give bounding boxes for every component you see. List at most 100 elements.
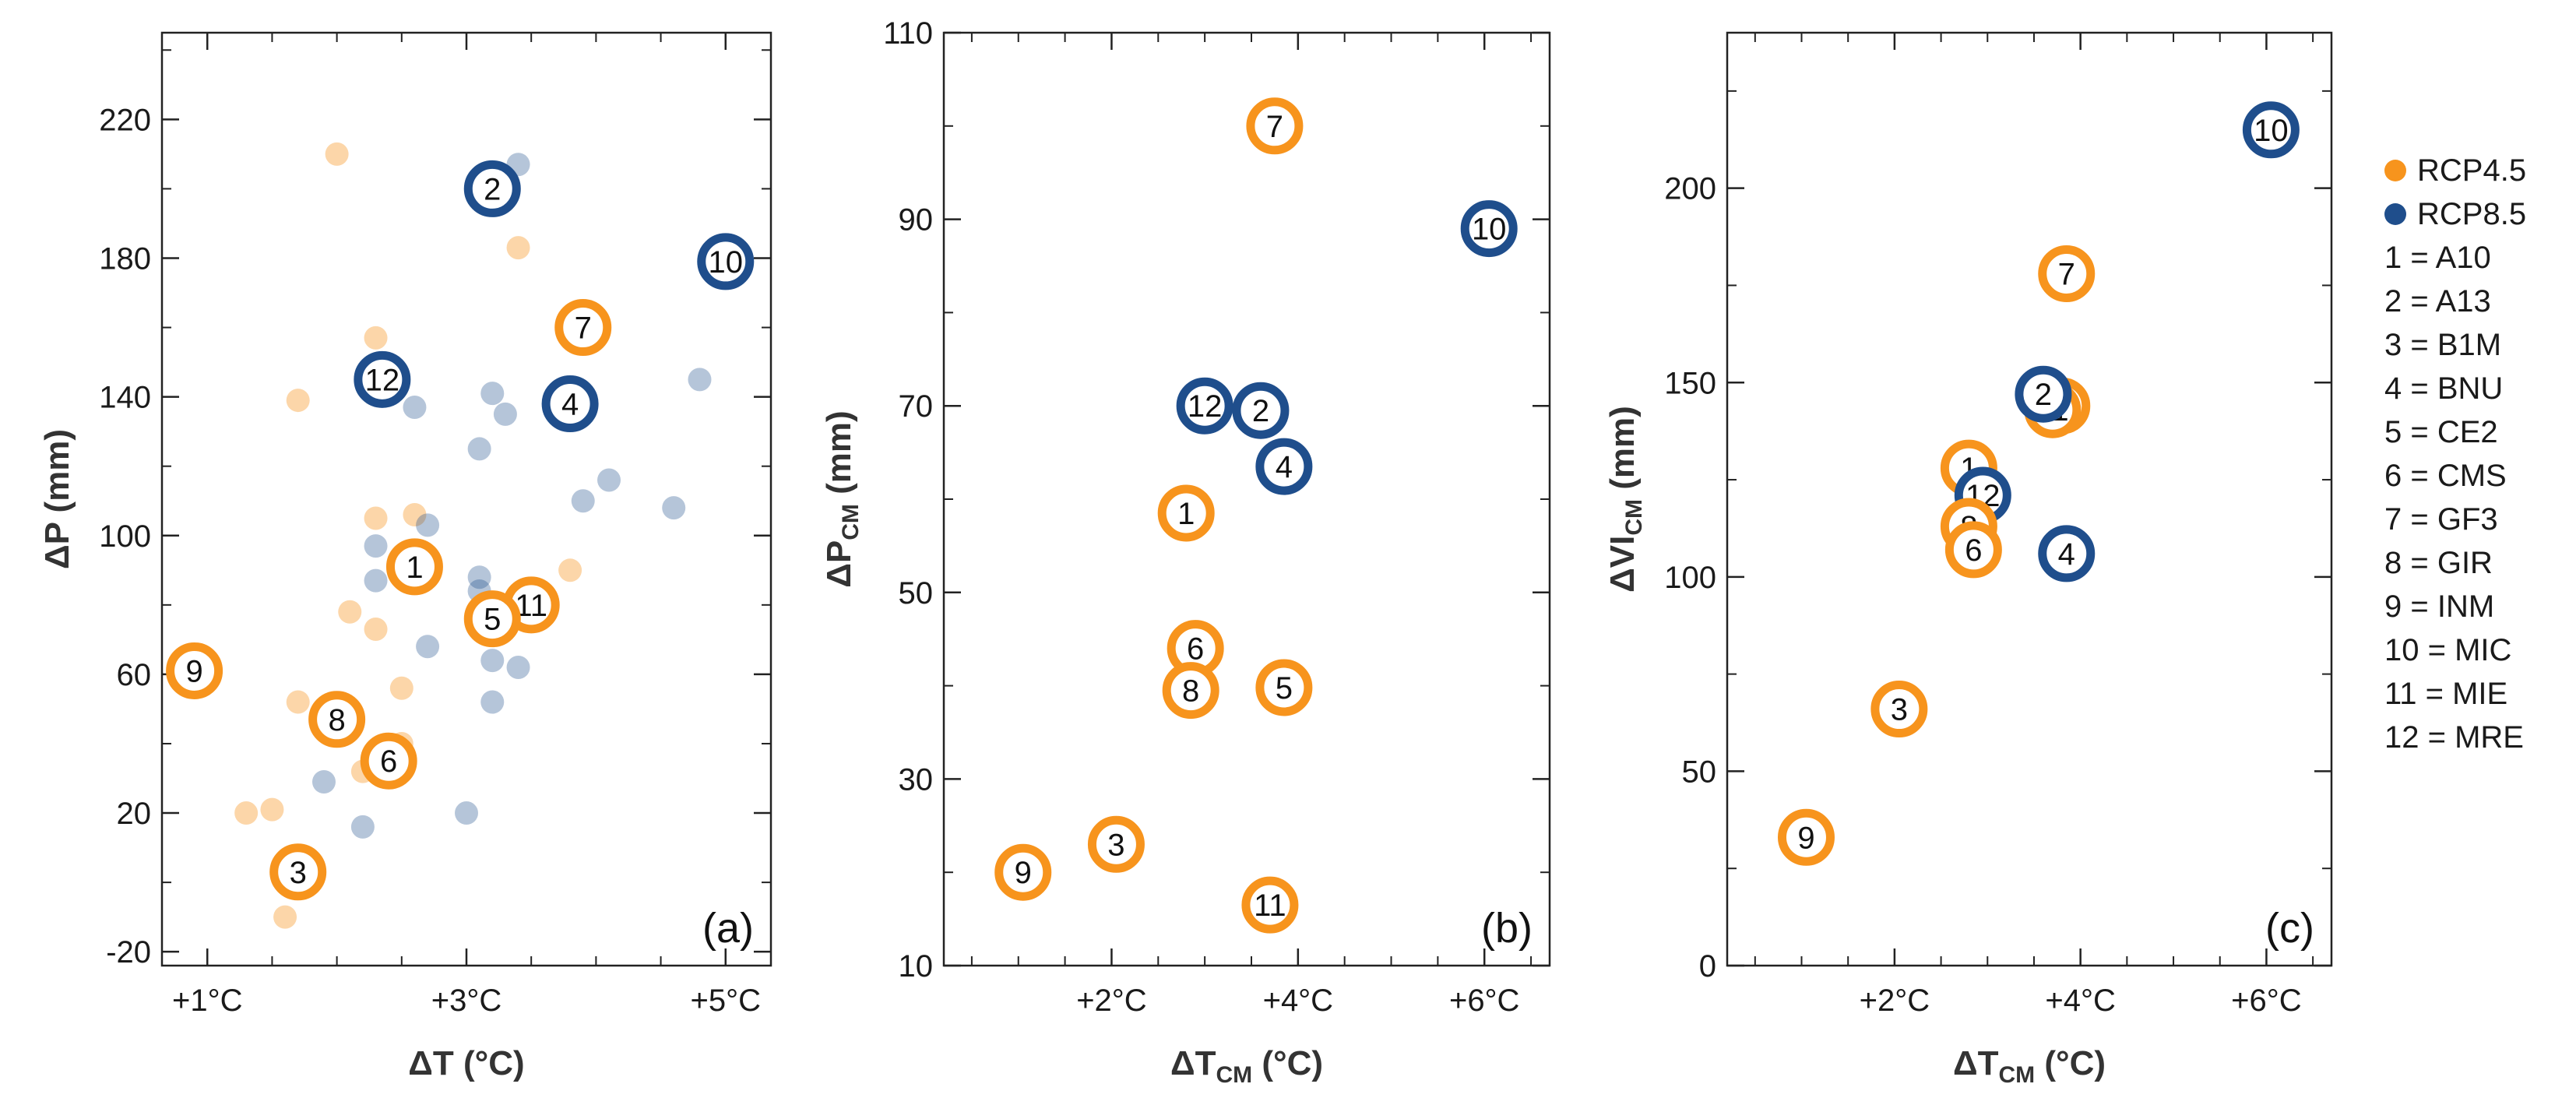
marker-ring	[385, 538, 443, 596]
panel-letter: (c)	[2265, 905, 2314, 952]
marker-label: 4	[561, 388, 579, 422]
faded-point-rcp85	[597, 468, 621, 492]
faded-point-rcp45	[260, 797, 284, 822]
y-tick-label: 90	[899, 203, 934, 238]
faded-point-rcp85	[506, 655, 530, 679]
marker-ring	[2038, 525, 2096, 582]
plot-frame	[1726, 31, 2333, 967]
model-marker-9: 9	[994, 843, 1052, 901]
y-tick-label: 20	[117, 797, 152, 831]
faded-point-rcp45	[364, 506, 388, 530]
marker-label: 3	[1107, 828, 1124, 862]
y-tick-label: 70	[899, 389, 934, 424]
marker-label: 7	[1266, 110, 1283, 144]
marker-label: 6	[1187, 632, 1204, 667]
faded-point-rcp45	[389, 676, 413, 700]
model-marker-6: 6	[360, 732, 417, 790]
marker-ring	[308, 691, 366, 748]
model-marker-2: 2	[2015, 365, 2072, 423]
model-marker-2: 2	[463, 160, 521, 217]
legend-model-entry: 2 = A13	[2384, 284, 2491, 318]
panel-letter: (a)	[702, 905, 754, 952]
x-axis-label: ΔTCM (°C)	[1953, 1044, 2106, 1088]
marker-ring	[1777, 808, 1835, 866]
marker-ring	[1162, 662, 1219, 720]
faded-point-rcp45	[286, 690, 310, 714]
marker-label: 3	[1891, 693, 1908, 727]
legend-series-label: RCP4.5	[2417, 153, 2526, 188]
marker-label: 4	[1276, 450, 1293, 484]
marker-label: 12	[1188, 389, 1223, 424]
marker-ring	[166, 642, 223, 699]
faded-point-rcp85	[662, 496, 686, 520]
faded-point-rcp45	[364, 618, 388, 642]
marker-label: 2	[1252, 394, 1269, 428]
marker-label: 4	[2058, 537, 2075, 572]
model-marker-10: 10	[1460, 200, 1518, 258]
marker-ring	[1255, 438, 1313, 495]
y-tick-label: 110	[883, 16, 933, 51]
marker-ring	[269, 843, 327, 901]
y-axis-label: ΔPCM (mm)	[820, 410, 864, 587]
model-marker-12: 12	[354, 350, 411, 408]
model-marker-5: 5	[1255, 659, 1313, 716]
faded-point-rcp45	[273, 905, 297, 929]
marker-label: 9	[1015, 856, 1032, 890]
faded-point-rcp85	[493, 402, 517, 426]
faded-point-rcp45	[234, 801, 259, 825]
y-tick-label: 140	[99, 381, 151, 415]
faded-point-rcp85	[467, 565, 491, 589]
y-tick-label: 180	[99, 241, 151, 276]
marker-label: 6	[380, 744, 397, 779]
faded-point-rcp85	[403, 395, 427, 419]
marker-label: 11	[1254, 889, 1286, 923]
y-tick-label: 100	[1664, 561, 1716, 595]
marker-ring	[354, 350, 411, 408]
marker-label: 10	[2254, 114, 2289, 148]
faded-point-rcp85	[571, 489, 595, 513]
x-tick-label: +2°C	[1076, 984, 1147, 1018]
legend-model-entry: 4 = BNU	[2384, 371, 2503, 406]
marker-ring	[463, 160, 521, 217]
model-marker-4: 4	[1255, 438, 1313, 495]
marker-ring	[994, 843, 1052, 901]
faded-point-rcp85	[364, 534, 388, 558]
faded-point-rcp85	[480, 690, 505, 714]
model-marker-11: 11	[1241, 876, 1299, 934]
faded-point-rcp45	[325, 142, 349, 166]
legend-model-entry: 5 = CE2	[2384, 415, 2498, 449]
x-tick-label: +1°C	[172, 984, 243, 1018]
marker-label: 9	[1797, 821, 1814, 855]
marker-ring	[360, 732, 417, 790]
x-tick-label: +6°C	[2231, 984, 2302, 1018]
marker-ring	[1232, 382, 1290, 439]
legend: RCP4.5 RCP8.5 1 = A10 2 = A13 3 = B1M 4 = BNU…	[2384, 153, 2526, 755]
model-marker-1: 1	[1157, 484, 1215, 542]
y-tick-label: 150	[1664, 366, 1716, 400]
marker-ring	[2015, 365, 2072, 423]
faded-point-rcp85	[480, 649, 505, 673]
marker-ring	[554, 299, 612, 357]
legend-marker-rcp45	[2384, 160, 2406, 181]
model-marker-6: 6	[1944, 521, 2002, 579]
model-marker-9: 9	[166, 642, 223, 699]
faded-point-rcp45	[403, 503, 427, 527]
model-marker-10: 10	[2242, 101, 2300, 159]
x-tick-label: +6°C	[1449, 984, 1520, 1018]
y-axis-label: ΔVICM (mm)	[1603, 406, 1647, 593]
model-marker-3: 3	[1087, 815, 1145, 873]
marker-ring	[697, 233, 755, 290]
y-axis-label: ΔP (mm)	[38, 429, 76, 569]
marker-ring	[1944, 521, 2002, 579]
legend-model-entry: 9 = INM	[2384, 589, 2494, 624]
faded-point-rcp85	[688, 368, 712, 392]
x-tick-label: +2°C	[1860, 984, 1930, 1018]
x-tick-label: +5°C	[691, 984, 762, 1018]
marker-label: 9	[185, 654, 202, 688]
marker-ring	[1241, 876, 1299, 934]
y-tick-label: 10	[899, 949, 934, 984]
x-tick-label: +4°C	[1263, 984, 1334, 1018]
model-marker-10: 10	[697, 233, 755, 290]
chart-panel-1: -20 20 60 100 140 180 220 +1°C +3°C +5°C ΔT (°C) ΔP…	[38, 31, 772, 1082]
model-marker-7: 7	[1246, 97, 1304, 155]
